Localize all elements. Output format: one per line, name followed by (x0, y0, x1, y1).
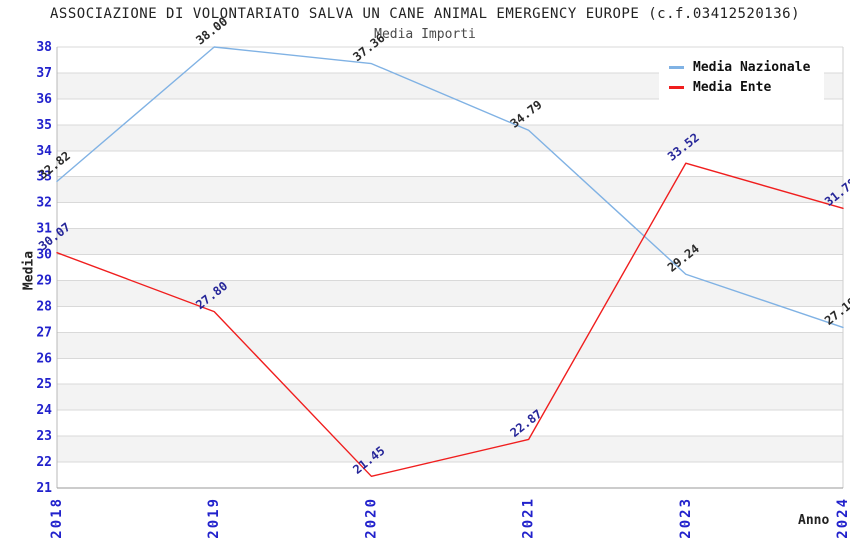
legend-label: Media Nazionale (693, 60, 811, 75)
grid-band (57, 228, 843, 255)
y-tick-label: 28 (36, 299, 52, 314)
y-tick-label: 32 (36, 196, 52, 211)
y-tick-label: 36 (36, 92, 52, 107)
legend-item: Media Nazionale (669, 60, 810, 75)
grid-band (57, 462, 843, 488)
x-axis-title: Anno (798, 513, 830, 528)
x-tick-label: 2018 (49, 497, 65, 539)
x-tick-label: 2020 (363, 497, 379, 539)
y-tick-label: 29 (36, 273, 52, 288)
grid-band (57, 384, 843, 411)
y-tick-label: 31 (36, 222, 52, 237)
y-tick-label: 27 (36, 325, 52, 340)
y-tick-label: 21 (36, 481, 52, 496)
grid-band (57, 150, 843, 177)
y-tick-label: 22 (36, 455, 52, 470)
grid-band (57, 332, 843, 359)
grid-band (57, 124, 843, 151)
legend-label: Media Ente (693, 80, 772, 95)
grid-band (57, 410, 843, 437)
legend-marker-media-nazionale (669, 66, 684, 69)
x-tick-label: 2024 (835, 497, 850, 539)
y-tick-label: 33 (36, 170, 52, 185)
y-tick-label: 38 (36, 40, 52, 55)
y-tick-label: 26 (36, 351, 52, 366)
grid-band (57, 254, 843, 281)
chart-subtitle: Media Importi (374, 27, 476, 42)
y-axis-title: Media (21, 250, 37, 291)
grid-band (57, 176, 843, 203)
series-line-media-ente (56, 162, 844, 478)
legend-item: Media Ente (669, 80, 810, 95)
data-point-label: 38.00 (193, 14, 230, 47)
chart-title: ASSOCIAZIONE DI VOLONTARIATO SALVA UN CA… (49, 6, 800, 22)
y-tick-label: 37 (36, 66, 52, 81)
series-line-media-nazionale (56, 46, 844, 329)
grid-band (57, 306, 843, 333)
legend-marker-media-ente (669, 86, 684, 89)
y-tick-label: 35 (36, 118, 52, 133)
grid-band (57, 280, 843, 307)
x-tick-label: 2023 (678, 497, 694, 539)
grid-band (57, 98, 843, 125)
y-tick-label: 34 (36, 144, 52, 159)
legend: Media Nazionale Media Ente (659, 53, 825, 102)
grid-band (57, 358, 843, 385)
y-tick-label: 24 (36, 403, 52, 418)
y-tick-label: 25 (36, 377, 52, 392)
x-tick-label: 2021 (521, 497, 537, 539)
x-tick-label: 2019 (206, 497, 222, 539)
y-tick-label: 30 (36, 248, 52, 263)
grid-band (57, 202, 843, 229)
y-tick-label: 23 (36, 429, 52, 444)
